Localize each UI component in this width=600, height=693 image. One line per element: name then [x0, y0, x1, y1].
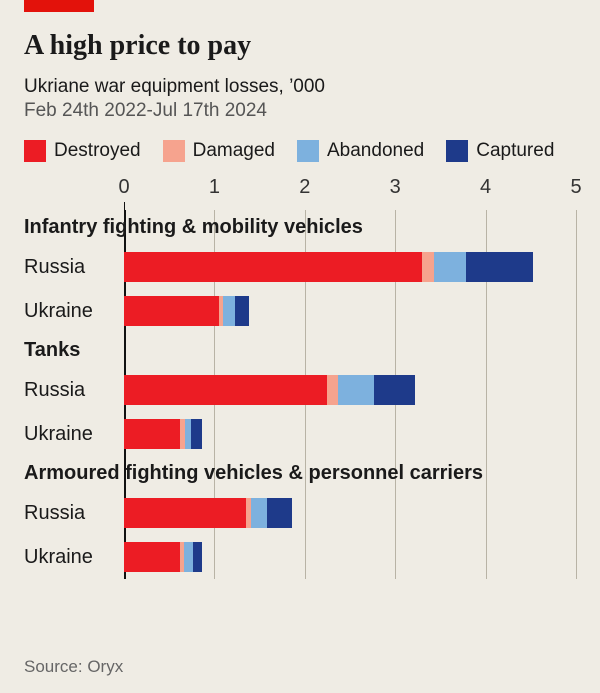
bar-label: Russia	[24, 502, 124, 525]
stacked-bar	[124, 542, 202, 572]
source-prefix: Source:	[24, 657, 87, 676]
axis-tick-label: 2	[299, 176, 310, 199]
bar-segment-captured	[193, 542, 202, 572]
group-header: Infantry fighting & mobility vehicles	[24, 210, 576, 245]
legend-label: Destroyed	[54, 140, 141, 162]
legend-item: Destroyed	[24, 140, 141, 162]
source-name: Oryx	[87, 657, 123, 676]
chart-title: A high price to pay	[24, 30, 576, 62]
chart-rows: Infantry fighting & mobility vehiclesRus…	[124, 210, 576, 579]
chart-date-range: Feb 24th 2022-Jul 17th 2024	[24, 100, 576, 122]
x-axis: 012345	[124, 176, 576, 210]
bar-segment-abandoned	[223, 296, 235, 326]
bar-label: Ukraine	[24, 546, 124, 569]
bar-segment-captured	[374, 375, 415, 405]
bar-segment-abandoned	[251, 498, 267, 528]
legend-label: Captured	[476, 140, 554, 162]
stacked-bar	[124, 296, 249, 326]
legend-label: Abandoned	[327, 140, 424, 162]
brand-accent-tab	[24, 0, 94, 12]
stacked-bar	[124, 375, 415, 405]
legend-swatch	[163, 140, 185, 162]
legend: Destroyed Damaged Abandoned Captured	[24, 140, 576, 162]
axis-tick-label: 1	[209, 176, 220, 199]
axis-minor-tick	[124, 202, 125, 210]
bar-segment-captured	[267, 498, 292, 528]
bar-segment-destroyed	[124, 252, 422, 282]
bar-row: Russia	[124, 368, 576, 412]
chart-subtitle: Ukriane war equipment losses, ’000	[24, 76, 576, 98]
plot-area: Infantry fighting & mobility vehiclesRus…	[124, 210, 576, 579]
legend-label: Damaged	[193, 140, 275, 162]
bar-segment-damaged	[422, 252, 434, 282]
axis-tick-label: 5	[570, 176, 581, 199]
group-header: Armoured fighting vehicles & personnel c…	[24, 456, 576, 491]
chart-container: A high price to pay Ukriane war equipmen…	[24, 30, 576, 579]
bar-segment-captured	[466, 252, 534, 282]
bar-label: Ukraine	[24, 423, 124, 446]
bar-segment-destroyed	[124, 542, 180, 572]
bar-segment-destroyed	[124, 419, 180, 449]
bar-row: Russia	[124, 245, 576, 289]
bar-label: Russia	[24, 379, 124, 402]
bar-label: Ukraine	[24, 300, 124, 323]
axis-tick-label: 4	[480, 176, 491, 199]
bar-segment-captured	[191, 419, 202, 449]
bar-label: Russia	[24, 256, 124, 279]
bar-row: Ukraine	[124, 289, 576, 333]
chart: 012345 Infantry fighting & mobility vehi…	[24, 176, 576, 579]
source-line: Source: Oryx	[24, 657, 123, 677]
axis-tick-label: 0	[118, 176, 129, 199]
bar-segment-abandoned	[338, 375, 374, 405]
group-header: Tanks	[24, 333, 576, 368]
gridline	[576, 210, 577, 579]
bar-segment-captured	[235, 296, 249, 326]
bar-segment-damaged	[327, 375, 338, 405]
bar-segment-abandoned	[184, 542, 193, 572]
bar-row: Ukraine	[124, 535, 576, 579]
bar-row: Russia	[124, 491, 576, 535]
legend-item: Captured	[446, 140, 554, 162]
bar-segment-destroyed	[124, 296, 219, 326]
legend-swatch	[446, 140, 468, 162]
stacked-bar	[124, 252, 534, 282]
bar-segment-abandoned	[434, 252, 466, 282]
bar-segment-destroyed	[124, 498, 246, 528]
axis-tick-label: 3	[390, 176, 401, 199]
bar-segment-destroyed	[124, 375, 327, 405]
legend-item: Damaged	[163, 140, 275, 162]
legend-item: Abandoned	[297, 140, 424, 162]
stacked-bar	[124, 498, 292, 528]
legend-swatch	[24, 140, 46, 162]
bar-row: Ukraine	[124, 412, 576, 456]
stacked-bar	[124, 419, 202, 449]
legend-swatch	[297, 140, 319, 162]
